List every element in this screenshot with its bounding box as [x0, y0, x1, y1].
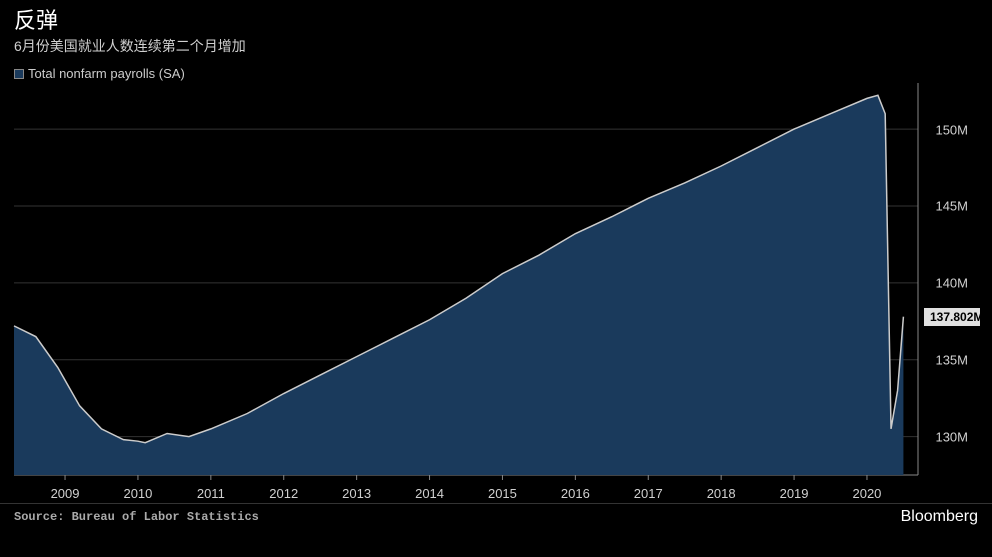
- x-axis-tick-label: 2020: [852, 486, 881, 501]
- legend-label: Total nonfarm payrolls (SA): [28, 66, 185, 81]
- x-axis-tick-label: 2015: [488, 486, 517, 501]
- y-axis-tick-label: 150M: [935, 122, 968, 137]
- x-axis-tick-label: 2010: [123, 486, 152, 501]
- chart-plot-area: 130M 135M 140M 145M 150M 2009 2010 2011 2012 201…: [0, 83, 992, 503]
- y-axis-tick-label: 140M: [935, 276, 968, 291]
- source-text: Source: Bureau of Labor Statistics: [14, 510, 259, 524]
- chart-title: 反弹: [14, 8, 978, 34]
- x-axis-tick-label: 2014: [415, 486, 444, 501]
- x-axis-tick-label: 2016: [561, 486, 590, 501]
- chart-svg: [0, 83, 992, 503]
- x-axis-tick-label: 2019: [780, 486, 809, 501]
- x-axis-tick-label: 2012: [269, 486, 298, 501]
- last-value-callout: 137.802M: [924, 308, 980, 326]
- callout-value: 137.802M: [930, 310, 983, 324]
- x-axis-tick-label: 2018: [707, 486, 736, 501]
- x-axis-tick-label: 2017: [634, 486, 663, 501]
- y-axis-tick-label: 135M: [935, 353, 968, 368]
- x-axis-tick-label: 2013: [342, 486, 371, 501]
- y-axis-tick-label: 130M: [935, 429, 968, 444]
- chart-header: 反弹 6月份美国就业人数连续第二个月增加: [0, 0, 992, 60]
- chart-footer: Source: Bureau of Labor Statistics Bloom…: [0, 503, 992, 532]
- brand-text: Bloomberg: [901, 508, 978, 526]
- x-axis-tick-label: 2009: [51, 486, 80, 501]
- chart-subtitle: 6月份美国就业人数连续第二个月增加: [14, 36, 978, 56]
- x-axis-tick-label: 2011: [197, 486, 225, 501]
- legend-swatch: [14, 69, 24, 79]
- y-axis-tick-label: 145M: [935, 199, 968, 214]
- chart-legend: Total nonfarm payrolls (SA): [0, 60, 992, 83]
